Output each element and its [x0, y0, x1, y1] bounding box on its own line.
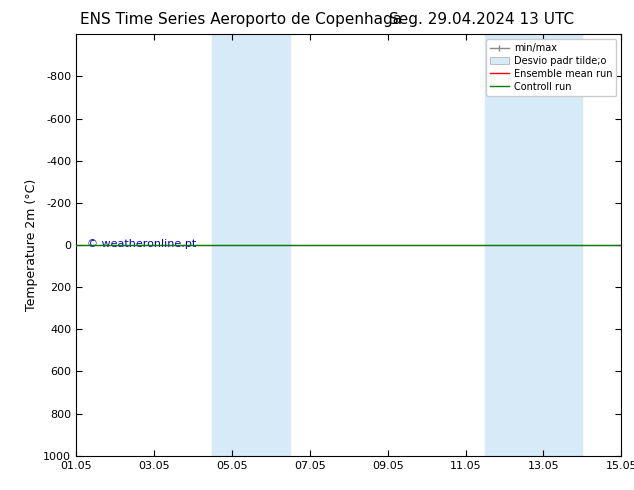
Legend: min/max, Desvio padr tilde;o, Ensemble mean run, Controll run: min/max, Desvio padr tilde;o, Ensemble m…: [486, 39, 616, 96]
Text: Seg. 29.04.2024 13 UTC: Seg. 29.04.2024 13 UTC: [389, 12, 574, 27]
Y-axis label: Temperature 2m (°C): Temperature 2m (°C): [25, 179, 37, 311]
Text: ENS Time Series Aeroporto de Copenhaga: ENS Time Series Aeroporto de Copenhaga: [80, 12, 402, 27]
Bar: [212, 34, 290, 456]
Text: © weatheronline.pt: © weatheronline.pt: [87, 239, 197, 249]
Bar: [485, 34, 583, 456]
